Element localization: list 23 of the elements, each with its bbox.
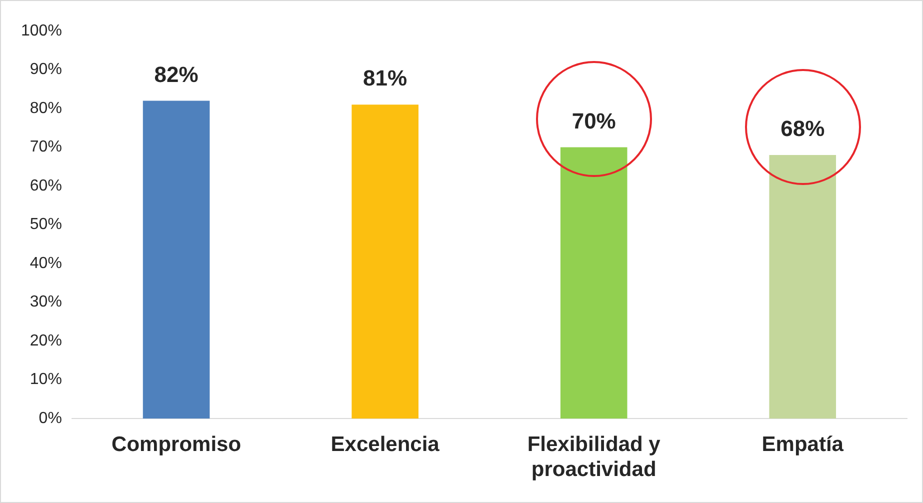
y-tick-label: 50%	[30, 216, 62, 234]
y-tick-label: 0%	[38, 410, 62, 428]
x-tick-label: Flexibilidad y proactividad	[527, 432, 661, 482]
y-tick-label: 30%	[30, 294, 62, 311]
data-label: 68%	[780, 116, 825, 142]
bar	[142, 100, 210, 419]
data-label: 70%	[572, 108, 616, 134]
bar	[560, 147, 628, 419]
y-tick-label: 80%	[30, 100, 62, 117]
y-tick-label: 90%	[30, 61, 62, 78]
data-label: 82%	[154, 62, 198, 87]
y-tick-label: 20%	[30, 332, 62, 350]
y-tick-label: 100%	[21, 22, 62, 40]
y-tick-label: 40%	[30, 254, 62, 272]
data-label: 81%	[363, 66, 408, 91]
bar	[352, 104, 418, 419]
y-tick-label: 10%	[30, 371, 62, 388]
x-tick-label: Empatía	[762, 432, 844, 456]
x-tick-label: Excelencia	[330, 432, 440, 456]
y-tick-label: 70%	[30, 138, 62, 156]
y-tick-label: 60%	[30, 177, 62, 194]
bar	[769, 155, 836, 419]
x-tick-label: Compromiso	[112, 432, 242, 456]
